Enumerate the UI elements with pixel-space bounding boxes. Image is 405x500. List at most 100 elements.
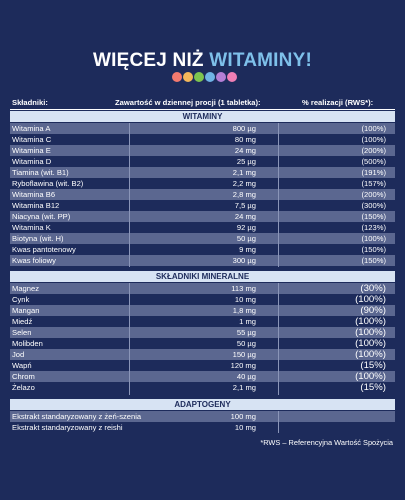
ingredient-amount: 92 µg	[236, 223, 256, 232]
table-row: Biotyna (wit. H) 50 µg (100%)	[10, 233, 395, 244]
table-row: Miedź 1 mg (100%)	[10, 316, 395, 327]
ingredient-amount: 2,1 mg	[232, 383, 256, 392]
table-row: Mangan 1,8 mg (90%)	[10, 305, 395, 316]
column-divider	[129, 123, 130, 267]
ingredient-rws: (90%)	[360, 305, 386, 316]
ingredient-rws: (100%)	[361, 124, 386, 133]
adaptogens-list: Ekstrakt standaryzowany z żeń-szenia 100 …	[10, 411, 395, 433]
ingredient-name: Niacyna (wit. PP)	[12, 212, 71, 221]
ingredient-name: Ekstrakt standaryzowany z reishi	[12, 423, 123, 432]
table-row: Witamina A 800 µg (100%)	[10, 123, 395, 134]
table-row: Kwas pantotenowy 9 mg (150%)	[10, 244, 395, 255]
ingredient-rws: (100%)	[355, 294, 386, 305]
ingredient-name: Witamina E	[12, 146, 51, 155]
color-dots-decoration	[172, 72, 237, 82]
color-dot	[227, 72, 237, 82]
table-row: Ekstrakt standaryzowany z żeń-szenia 100 …	[10, 411, 395, 422]
ingredient-amount: 25 µg	[236, 157, 256, 166]
ingredient-name: Cynk	[12, 295, 30, 304]
table-row: Witamina K 92 µg (123%)	[10, 222, 395, 233]
ingredient-rws: (157%)	[361, 179, 386, 188]
column-divider	[278, 411, 279, 433]
color-dot	[194, 72, 204, 82]
color-dot	[216, 72, 226, 82]
ingredient-rws: (100%)	[361, 135, 386, 144]
table-row: Magnez 113 mg (30%)	[10, 283, 395, 294]
table-row: Molibden 50 µg (100%)	[10, 338, 395, 349]
table-row: Ekstrakt standaryzowany z reishi 10 mg	[10, 422, 395, 433]
ingredient-amount: 113 mg	[231, 284, 256, 293]
color-dot	[183, 72, 193, 82]
ingredient-name: Biotyna (wit. H)	[12, 234, 64, 243]
table-row: Chrom 40 µg (100%)	[10, 371, 395, 382]
header-rws: % realizacji (RWS*):	[302, 98, 374, 107]
table-row: Żelazo 2,1 mg (15%)	[10, 382, 395, 393]
column-divider	[129, 283, 130, 395]
ingredient-amount: 100 mg	[230, 412, 256, 421]
table-row: Witamina B6 2,8 mg (200%)	[10, 189, 395, 200]
ingredient-amount: 50 µg	[236, 234, 256, 243]
table-header: Składniki: Zawartość w dziennej procji (…	[10, 96, 395, 109]
ingredient-rws: (30%)	[360, 283, 386, 294]
ingredient-rws: (100%)	[355, 338, 386, 349]
ingredient-name: Witamina D	[12, 157, 52, 166]
table-row: Witamina B12 7,5 µg (300%)	[10, 200, 395, 211]
ingredient-name: Wapń	[12, 361, 32, 370]
ingredient-name: Witamina A	[12, 124, 51, 133]
ingredient-rws: (200%)	[361, 190, 386, 199]
column-divider	[278, 123, 279, 267]
ingredient-amount: 50 µg	[236, 339, 256, 348]
ingredient-rws: (200%)	[361, 146, 386, 155]
ingredient-name: Witamina B6	[12, 190, 56, 199]
table-row: Witamina E 24 mg (200%)	[10, 145, 395, 156]
ingredient-rws: (150%)	[361, 245, 386, 254]
ingredient-amount: 24 mg	[234, 146, 256, 155]
ingredient-rws: (150%)	[361, 256, 386, 265]
table-row: Niacyna (wit. PP) 24 mg (150%)	[10, 211, 395, 222]
ingredient-name: Magnez	[12, 284, 40, 293]
ingredient-amount: 150 µg	[232, 350, 256, 359]
ingredient-name: Witamina B12	[12, 201, 60, 210]
section-vitamins: WITAMINY	[10, 111, 395, 122]
ingredient-name: Molibden	[12, 339, 43, 348]
table-row: Selen 55 µg (100%)	[10, 327, 395, 338]
vitamins-list: Witamina A 800 µg (100%) Witamina C 80 mg (10…	[10, 123, 395, 266]
ingredient-rws: (15%)	[360, 382, 386, 393]
ingredient-amount: 24 mg	[234, 212, 256, 221]
ingredient-rws: (100%)	[355, 327, 386, 338]
ingredient-amount: 40 µg	[236, 372, 256, 381]
ingredient-rws: (300%)	[361, 201, 386, 210]
table-row: Witamina C 80 mg (100%)	[10, 134, 395, 145]
ingredient-name: Chrom	[12, 372, 35, 381]
color-dot	[172, 72, 182, 82]
ingredient-name: Tiamina (wit. B1)	[12, 168, 69, 177]
ingredient-name: Mangan	[12, 306, 40, 315]
ingredient-amount: 300 µg	[232, 256, 256, 265]
ingredient-rws: (191%)	[361, 168, 386, 177]
ingredient-amount: 9 mg	[239, 245, 256, 254]
column-divider	[278, 283, 279, 395]
section-adaptogens: ADAPTOGENY	[10, 399, 395, 410]
ingredient-rws: (500%)	[361, 157, 386, 166]
footnote: *RWS – Referencyjna Wartość Spożycia	[260, 438, 393, 447]
ingredient-amount: 120 mg	[230, 361, 256, 370]
ingredient-amount: 1,8 mg	[232, 306, 256, 315]
ingredient-amount: 7,5 µg	[234, 201, 256, 210]
ingredient-rws: (100%)	[361, 234, 386, 243]
ingredient-name: Witamina K	[12, 223, 51, 232]
header-divider	[10, 109, 395, 110]
ingredient-amount: 2,1 mg	[232, 168, 256, 177]
ingredient-amount: 55 µg	[236, 328, 256, 337]
ingredient-rws: (100%)	[355, 316, 386, 327]
table-row: Jod 150 µg (100%)	[10, 349, 395, 360]
table-row: Wapń 120 mg (15%)	[10, 360, 395, 371]
ingredient-name: Ryboflawina (wit. B2)	[12, 179, 84, 188]
ingredient-amount: 2,8 mg	[232, 190, 256, 199]
table-row: Ryboflawina (wit. B2) 2,2 mg (157%)	[10, 178, 395, 189]
title-main: WIĘCEJ NIŻ	[93, 50, 204, 71]
ingredient-name: Miedź	[12, 317, 33, 326]
page-title: WIĘCEJ NIŻ WITAMINY!	[0, 50, 405, 72]
ingredient-amount: 10 mg	[234, 295, 256, 304]
ingredient-name: Witamina C	[12, 135, 52, 144]
ingredient-rws: (100%)	[355, 371, 386, 382]
